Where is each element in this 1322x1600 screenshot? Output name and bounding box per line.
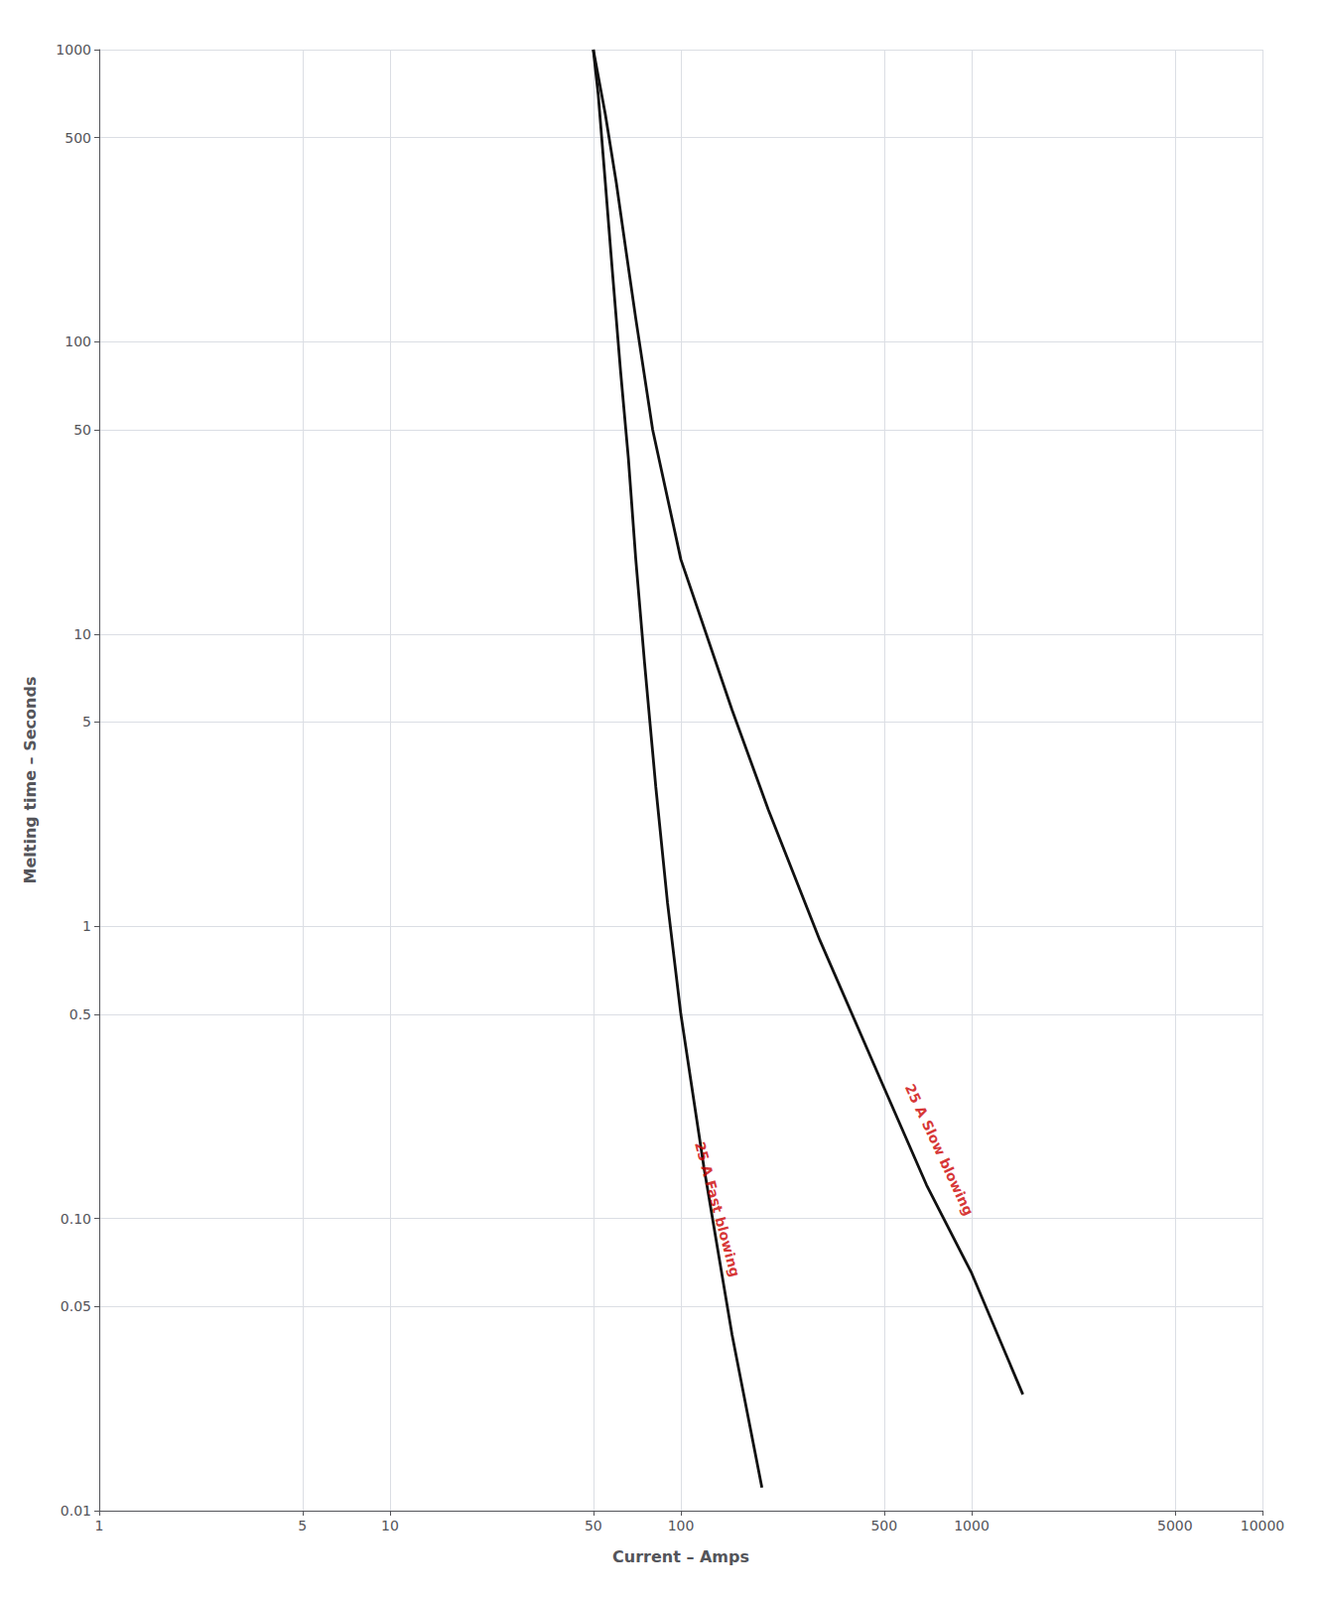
svg-text:25 A Fast blowing: 25 A Fast blowing bbox=[691, 1140, 744, 1280]
svg-text:10: 10 bbox=[381, 1517, 399, 1534]
svg-text:0.5: 0.5 bbox=[69, 1006, 92, 1023]
svg-text:5000: 5000 bbox=[1157, 1517, 1193, 1534]
svg-text:500: 500 bbox=[870, 1517, 898, 1534]
svg-text:0.10: 0.10 bbox=[60, 1210, 92, 1227]
svg-text:5: 5 bbox=[297, 1517, 307, 1534]
svg-text:50: 50 bbox=[584, 1517, 603, 1534]
svg-text:10000: 10000 bbox=[1240, 1517, 1286, 1534]
svg-text:0.05: 0.05 bbox=[60, 1298, 92, 1315]
svg-text:50: 50 bbox=[73, 421, 92, 438]
svg-text:5: 5 bbox=[82, 713, 92, 730]
svg-text:1: 1 bbox=[95, 1517, 105, 1534]
svg-text:Current – Amps: Current – Amps bbox=[612, 1547, 750, 1567]
svg-text:1: 1 bbox=[82, 918, 92, 934]
svg-text:0.01: 0.01 bbox=[60, 1502, 92, 1519]
svg-text:1000: 1000 bbox=[55, 41, 92, 58]
svg-text:500: 500 bbox=[64, 130, 92, 146]
svg-text:Melting time – Seconds: Melting time – Seconds bbox=[20, 676, 40, 885]
svg-text:10: 10 bbox=[73, 626, 92, 643]
svg-text:100: 100 bbox=[667, 1517, 695, 1534]
svg-text:100: 100 bbox=[64, 333, 92, 350]
svg-text:1000: 1000 bbox=[953, 1517, 990, 1534]
svg-text:25 A Slow blowing: 25 A Slow blowing bbox=[902, 1081, 978, 1219]
